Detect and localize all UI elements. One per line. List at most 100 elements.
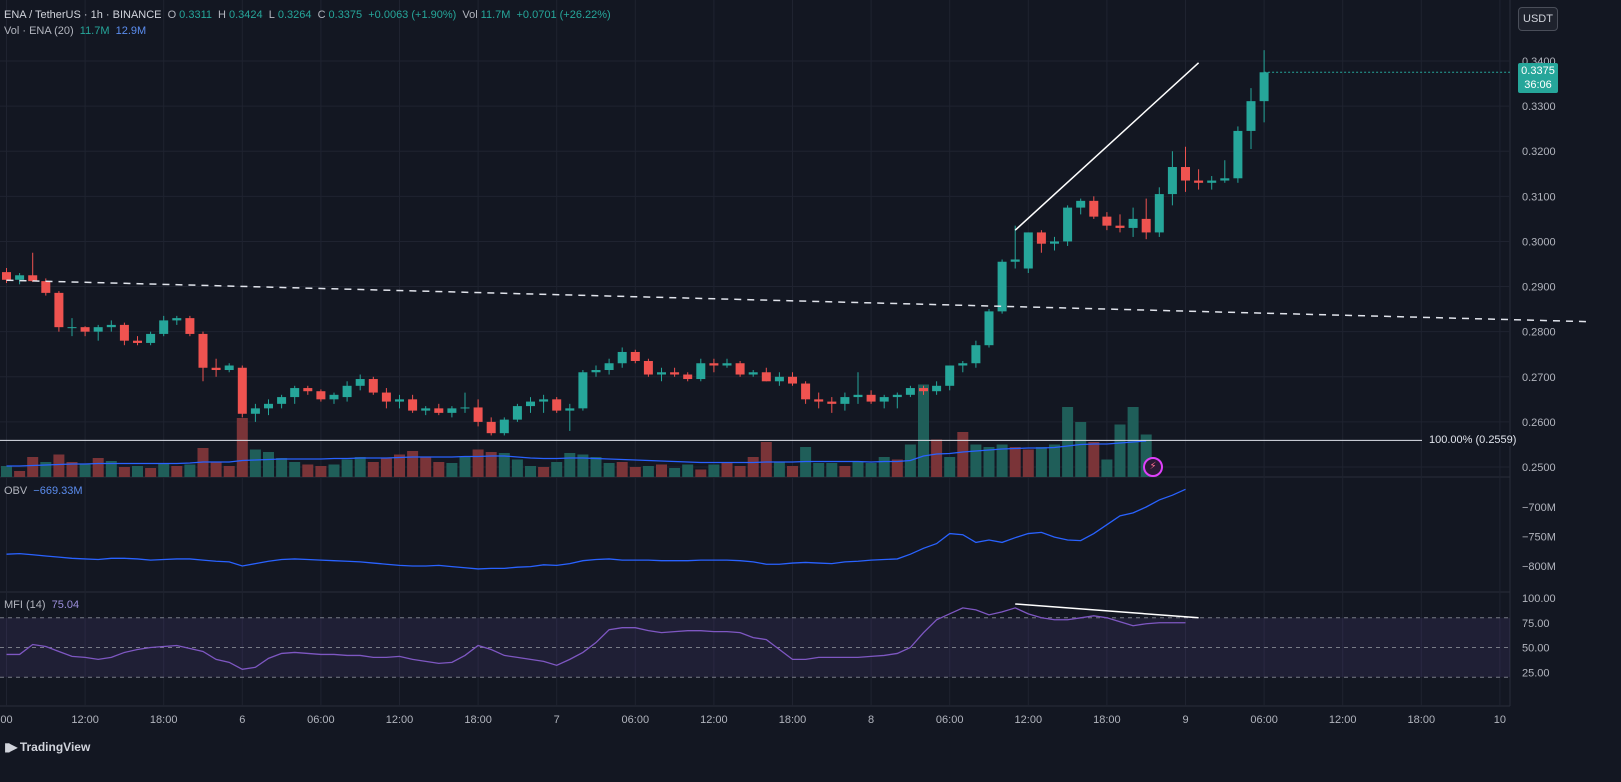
obv-tick-label: −750M: [1522, 532, 1556, 544]
time-tick-label: 12:00: [700, 714, 728, 726]
time-tick-label: 06:00: [1250, 714, 1278, 726]
volume-bar: [747, 457, 759, 477]
volume-bar: [538, 467, 550, 477]
candle-body: [1010, 259, 1020, 262]
candle-body: [801, 383, 811, 400]
volume-bar: [118, 467, 130, 477]
volume-bar: [341, 459, 353, 477]
candle-body: [434, 408, 444, 413]
candle-body: [119, 324, 129, 341]
time-tick-label: 06:00: [936, 714, 964, 726]
volume-bar: [14, 471, 26, 477]
volume-bar: [813, 463, 825, 477]
candles: [2, 50, 1269, 436]
volume-bar: [263, 452, 274, 477]
volume-bar: [682, 464, 694, 477]
candle-body: [1141, 218, 1151, 233]
volume-bar: [1114, 424, 1126, 477]
candle-body: [984, 311, 994, 346]
candle-body: [486, 421, 496, 434]
candle-body: [892, 394, 902, 398]
time-tick-label: 10: [1494, 714, 1506, 726]
volume-bar: [276, 458, 288, 477]
volume-bar: [773, 462, 785, 477]
open-value: 0.3311: [179, 9, 212, 21]
volume-bar: [577, 454, 589, 477]
candle-body: [552, 399, 562, 411]
candle-body: [591, 370, 601, 373]
last-price: 0.3375: [1521, 65, 1555, 77]
obv-legend[interactable]: OBV −669.33M: [4, 485, 83, 497]
candle-body: [80, 327, 90, 332]
volume-bar: [1140, 434, 1152, 477]
candle-body: [15, 275, 25, 280]
candle-body: [1259, 72, 1269, 102]
candle-body: [316, 391, 326, 400]
candle-body: [1023, 232, 1033, 269]
volume-bar: [302, 464, 314, 477]
volume-ma-line: [6, 440, 1147, 467]
time-tick-label: 18:00: [779, 714, 807, 726]
candle-body: [1050, 241, 1059, 244]
candle-body: [814, 399, 824, 402]
tradingview-logo[interactable]: ▮▶ TradingView: [4, 740, 91, 754]
candle-body: [159, 320, 169, 334]
candle-body: [395, 399, 404, 402]
volume-bar: [394, 454, 405, 477]
time-tick-label: 12:00: [71, 714, 99, 726]
time-tick-label: 12:00: [386, 714, 414, 726]
candle-body: [774, 376, 784, 382]
candle-body: [106, 324, 116, 328]
volume-bar: [79, 464, 91, 477]
mfi-tick-label: 75.00: [1522, 618, 1550, 630]
tradingview-logo-icon: ▮▶: [4, 740, 18, 754]
axes: 0.34000.33000.32000.31000.30000.29000.28…: [0, 56, 1555, 726]
volume-bar: [446, 463, 458, 477]
volume-bar: [498, 453, 510, 477]
time-tick-label: 06:00: [622, 714, 650, 726]
volume-bar: [1022, 449, 1034, 477]
volume-bar: [603, 463, 615, 477]
candle-body: [1194, 180, 1204, 183]
volume-bar: [1062, 407, 1074, 477]
candle-body: [146, 333, 156, 343]
volume-bar: [249, 449, 261, 477]
candle-body: [329, 394, 339, 400]
volume-bar: [839, 466, 851, 477]
mfi-pane: 100.00 75.00 50.00 25.00: [0, 593, 1556, 679]
volume-indicator-legend[interactable]: Vol · ENA (20) 11.7M 12.9M: [4, 25, 147, 37]
volume-bar: [1101, 459, 1113, 477]
chart-area[interactable]: −700M −750M −800M 100.00 75.00 50.00 25.00 0.…: [0, 0, 1621, 736]
candle-body: [1246, 101, 1256, 131]
candle-body: [290, 388, 300, 398]
volume-bar: [53, 454, 65, 477]
flash-icon[interactable]: ⚡: [1143, 457, 1163, 477]
volume-bar: [1, 466, 12, 477]
candle-body: [133, 340, 142, 343]
candle-body: [1089, 200, 1099, 217]
candle-body: [578, 372, 588, 409]
volume-bar: [459, 457, 471, 477]
close-value: 0.3375: [328, 9, 363, 21]
candle-body: [1102, 216, 1112, 226]
time-tick-label: 9: [1182, 714, 1188, 726]
time-tick-label: 6: [239, 714, 245, 726]
volume-bar: [132, 466, 143, 477]
candle-body: [565, 408, 575, 411]
volume-bar: [380, 458, 392, 477]
volume-bar: [328, 464, 340, 477]
candle-body: [788, 376, 797, 384]
symbol-label[interactable]: ENA / TetherUS · 1h · BINANCE: [4, 9, 162, 21]
mfi-legend[interactable]: MFI (14) 75.04: [4, 599, 80, 611]
candle-body: [1036, 232, 1046, 244]
volume-bar: [642, 466, 654, 477]
volume-bar: [1088, 442, 1100, 477]
volume-bar: [616, 462, 628, 477]
volume-bar: [171, 466, 183, 477]
low-value: 0.3264: [277, 9, 312, 21]
volume-bar: [105, 461, 117, 477]
volume-bar: [787, 466, 798, 477]
currency-button[interactable]: USDT: [1518, 7, 1558, 31]
candle-body: [526, 401, 535, 407]
volume-bar: [472, 449, 484, 477]
